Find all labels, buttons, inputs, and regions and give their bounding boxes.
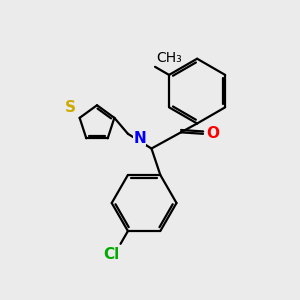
Text: O: O (206, 126, 219, 141)
Text: S: S (65, 100, 76, 115)
Text: CH₃: CH₃ (157, 51, 182, 65)
Text: Cl: Cl (103, 247, 119, 262)
Text: N: N (134, 131, 146, 146)
